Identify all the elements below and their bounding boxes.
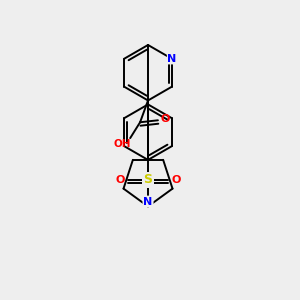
Text: S: S bbox=[143, 173, 152, 186]
Text: OH: OH bbox=[113, 139, 131, 149]
Text: O: O bbox=[171, 175, 180, 185]
Text: O: O bbox=[116, 175, 125, 185]
Text: N: N bbox=[167, 54, 177, 64]
Text: N: N bbox=[143, 196, 153, 206]
Text: O: O bbox=[160, 114, 170, 124]
